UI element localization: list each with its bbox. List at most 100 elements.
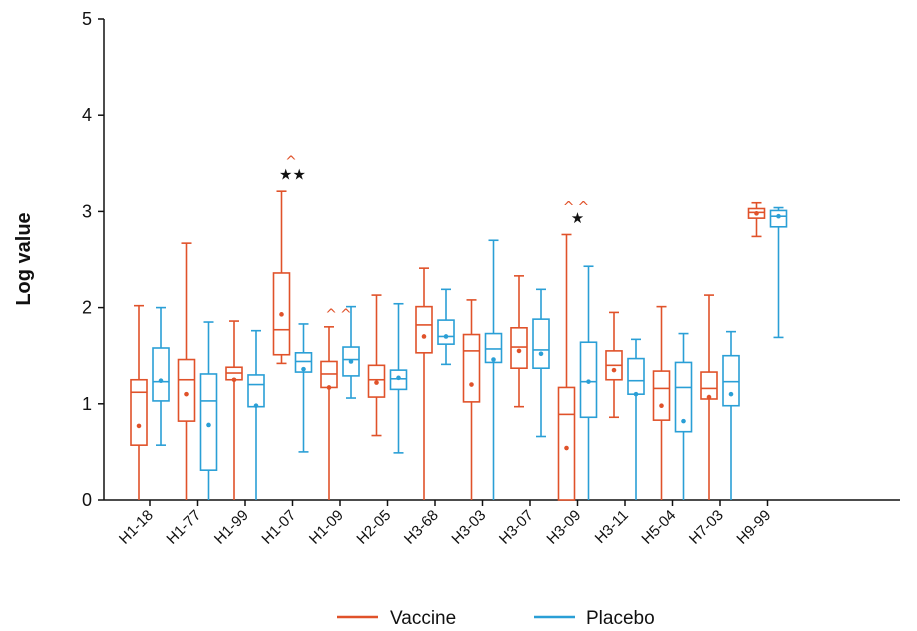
box-vaccine-h2-05: [367, 294, 386, 437]
box-iqr: [722, 354, 740, 407]
mean-marker: [491, 357, 496, 362]
box-placebo-h2-05: [389, 302, 408, 454]
box-iqr: [462, 333, 481, 403]
mean-marker: [469, 382, 474, 387]
box-placebo-h1-09: [342, 305, 360, 399]
x-tick-label: H3-11: [592, 507, 632, 547]
mean-marker: [206, 422, 211, 428]
box-placebo-h7-03: [722, 330, 740, 500]
mean-marker: [776, 213, 781, 219]
x-tick-label: H1-07: [258, 507, 299, 548]
box-iqr: [152, 347, 170, 402]
mean-marker: [301, 366, 306, 372]
x-tick-label: H9-99: [733, 507, 774, 548]
box-iqr: [437, 319, 455, 345]
mean-marker: [136, 423, 142, 429]
mean-marker: [706, 394, 712, 400]
box-placebo-h1-77: [199, 321, 218, 500]
significance-stars: ★★: [279, 166, 306, 184]
x-tick-label: H1-09: [306, 507, 347, 548]
mean-marker: [396, 375, 401, 381]
y-tick-label: 1: [82, 394, 92, 414]
mean-marker: [611, 367, 617, 373]
mean-marker: [253, 403, 259, 409]
box-iqr: [652, 370, 671, 421]
box-vaccine-h3-68: [415, 267, 433, 500]
box-iqr: [130, 378, 148, 446]
box-vaccine-h1-77: [177, 242, 196, 500]
mean-marker: [184, 391, 189, 397]
legend-label-vaccine: Vaccine: [390, 608, 456, 629]
mean-marker: [586, 379, 591, 384]
annotations: ^★★^^^^★: [279, 154, 592, 323]
box-iqr: [415, 305, 433, 354]
box-iqr: [557, 386, 576, 501]
box-iqr: [769, 209, 788, 228]
box-iqr: [627, 357, 645, 395]
box-iqr: [199, 373, 218, 471]
mean-marker: [443, 334, 449, 339]
mean-marker: [279, 312, 284, 317]
x-tick-label: H5-04: [638, 507, 679, 548]
significance-carets: ^^: [563, 199, 592, 215]
x-tick-label: H3-07: [496, 507, 537, 548]
box-vaccine-h1-18: [130, 304, 148, 500]
significance-stars: ★: [571, 209, 584, 227]
mean-marker: [326, 385, 332, 390]
mean-marker: [728, 391, 734, 397]
y-tick-label: 0: [82, 490, 92, 510]
x-tick-label: H1-18: [116, 507, 157, 548]
mean-marker: [564, 445, 569, 451]
box-iqr: [674, 361, 693, 433]
x-axis: H1-18 H1-77 H1-99 H1-07 H1-09 H2-05 H3-68 H3-03…: [104, 499, 900, 548]
x-tick-label: H1-99: [211, 507, 252, 548]
mean-marker: [681, 418, 686, 424]
box-placebo-h3-07: [532, 288, 550, 438]
box-iqr: [484, 332, 503, 364]
y-tick-label: 4: [82, 105, 92, 125]
y-tick-label: 2: [82, 298, 92, 318]
mean-marker: [659, 403, 664, 409]
legend: Vaccine Placebo: [337, 608, 655, 629]
box-vaccine-h3-11: [605, 311, 623, 419]
y-ticks: 0 1 2 3 4 5: [82, 9, 104, 510]
box-vaccine-h5-04: [652, 305, 671, 500]
y-axis: 0 1 2 3 4 5 Log value: [13, 9, 105, 510]
box-vaccine-h7-03: [700, 294, 718, 500]
y-tick-label: 5: [82, 9, 92, 29]
x-tick-label: H3-09: [543, 507, 584, 548]
box-vaccine-h3-07: [510, 275, 528, 408]
mean-marker: [754, 211, 759, 216]
x-tick-label: H3-03: [448, 507, 489, 548]
significance-carets: ^: [285, 154, 300, 170]
x-tick-label: H3-68: [401, 507, 442, 548]
box-placebo-h1-18: [152, 306, 170, 446]
mean-marker: [421, 334, 427, 339]
box-iqr: [532, 318, 550, 370]
box-vaccine-h1-07: [272, 190, 291, 365]
y-axis-label: Log value: [13, 212, 35, 305]
x-ticks: H1-18 H1-77 H1-99 H1-07 H1-09 H2-05 H3-68 H3-03…: [116, 500, 774, 548]
mean-marker: [374, 380, 379, 385]
legend-label-placebo: Placebo: [586, 608, 655, 629]
box-vaccine-h3-03: [462, 299, 481, 500]
box-placebo-h3-68: [437, 288, 455, 366]
box-iqr: [247, 374, 265, 408]
x-tick-label: H7-03: [686, 507, 727, 548]
mean-marker: [516, 348, 522, 354]
significance-carets: ^^: [325, 307, 354, 323]
boxes: [130, 190, 788, 501]
box-placebo-h9-99: [769, 206, 788, 339]
box-iqr: [510, 327, 528, 370]
mean-marker: [158, 378, 164, 384]
box-placebo-h1-07: [294, 323, 313, 453]
y-tick-label: 3: [82, 201, 92, 221]
box-placebo-h3-03: [484, 239, 503, 500]
box-iqr: [294, 352, 313, 373]
box-vaccine-h3-09: [557, 233, 576, 501]
mean-marker: [633, 391, 639, 397]
box-placebo-h3-11: [627, 338, 645, 500]
mean-marker: [348, 359, 354, 364]
box-iqr: [177, 358, 196, 422]
